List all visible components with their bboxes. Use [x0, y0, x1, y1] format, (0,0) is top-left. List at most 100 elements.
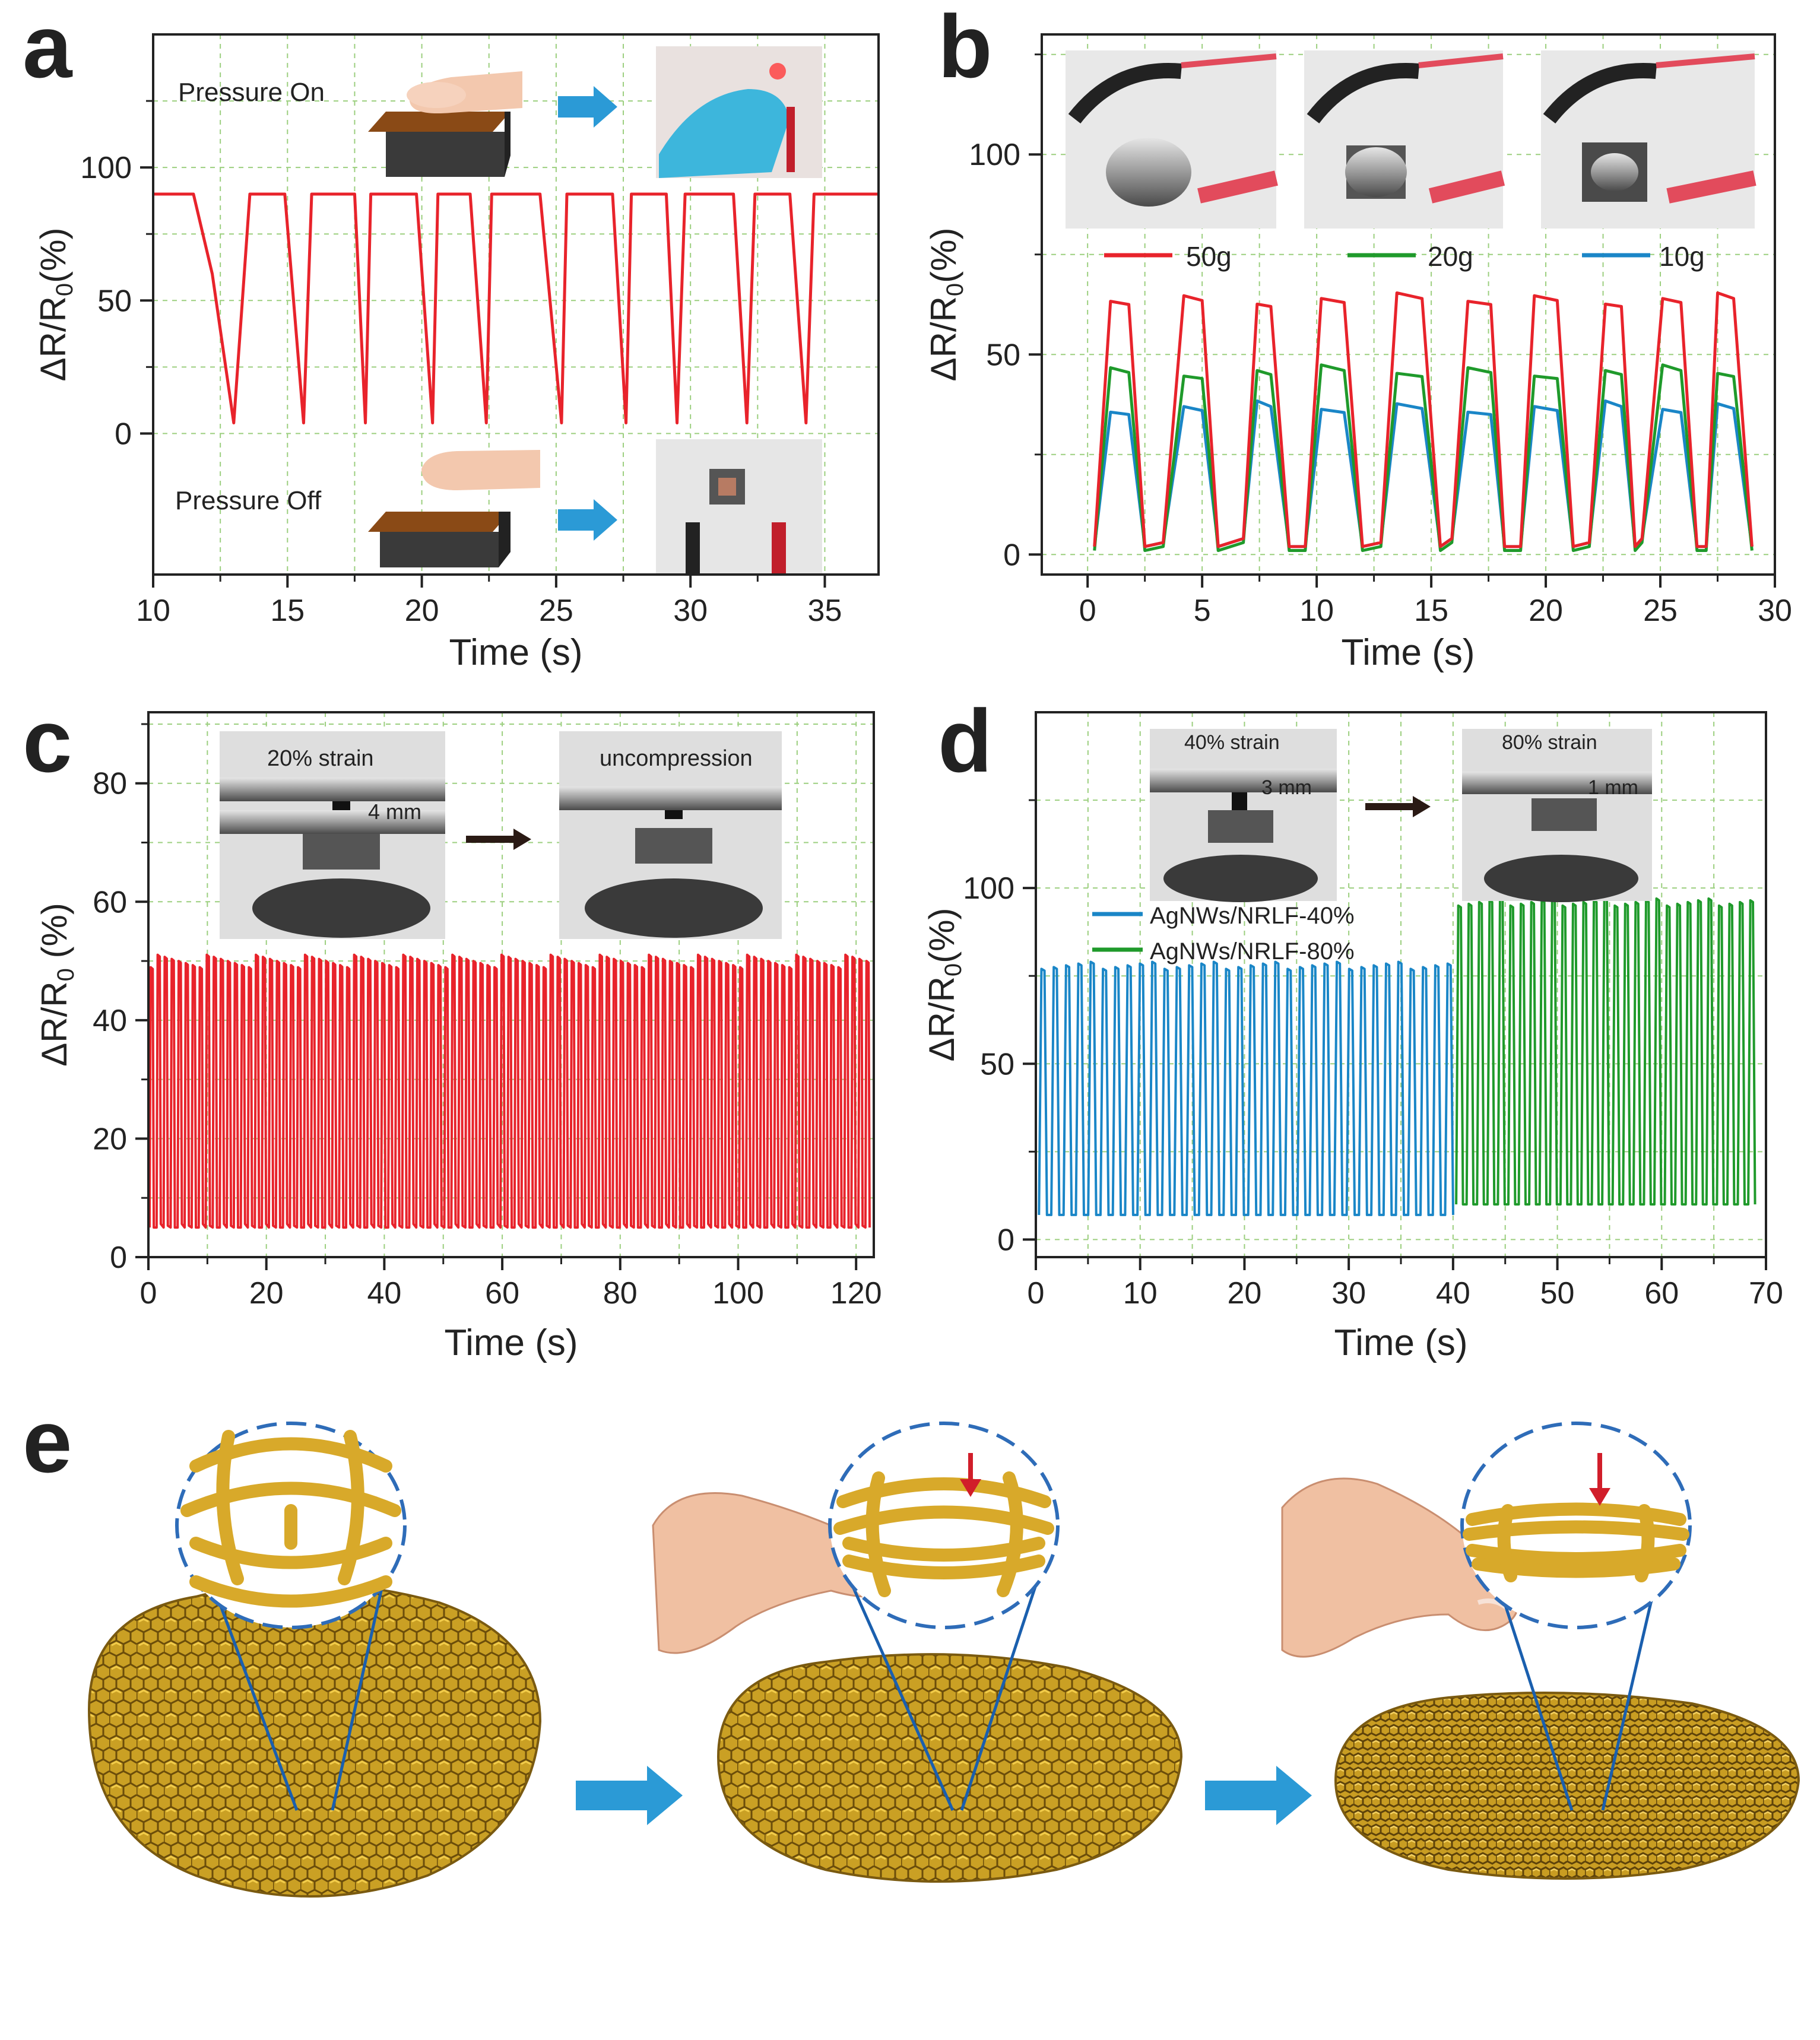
y-tick-label-d: 100 — [963, 871, 1014, 906]
y-tick-label-c: 80 — [93, 767, 127, 801]
x-tick-label-d: 70 — [1749, 1276, 1783, 1311]
series-line-d-0 — [1038, 960, 1454, 1216]
plot-frame-a — [152, 33, 880, 576]
pressure-off-foam-block — [368, 512, 511, 567]
x-tick-label-d: 30 — [1331, 1276, 1366, 1311]
x-tick-label-c: 40 — [367, 1276, 401, 1311]
arrow-icon-a1 — [558, 86, 617, 128]
y-axis-label-d: ΔR/R0(%) — [922, 908, 966, 1062]
x-tick-label-c: 100 — [712, 1276, 764, 1311]
x-tick-label-c: 20 — [249, 1276, 284, 1311]
y-tick-label-c: 20 — [93, 1122, 127, 1156]
x-tick-label-d: 60 — [1644, 1276, 1679, 1311]
x-tick-label-c: 80 — [603, 1276, 638, 1311]
x-axis-label-d: Time (s) — [1334, 1322, 1468, 1363]
schematic-e — [87, 1422, 1800, 1898]
photo-weight-50g — [1066, 50, 1278, 229]
series-line-a — [153, 192, 879, 424]
series-line-b-50g — [1093, 291, 1754, 548]
plot-frame-c — [147, 711, 875, 1258]
arrow-icon-c — [466, 829, 531, 850]
photo-c1-caption: 20% strain — [267, 746, 374, 771]
chart-b: 0 5 10 15 20 25 30 0 50 100 Time (s) ΔR/R0(%) — [924, 33, 1792, 673]
x-tick-label-a: 10 — [136, 594, 170, 628]
legend-d: AgNWs/NRLF-40% AgNWs/NRLF-80% — [1092, 903, 1355, 965]
arrow-icon-e2 — [1205, 1766, 1312, 1825]
legend-b-50g: 50g — [1186, 241, 1232, 272]
pressure-off-label: Pressure Off — [175, 486, 322, 515]
photo-d2-caption: 80% strain — [1502, 731, 1597, 754]
panel-label-d: d — [938, 691, 993, 791]
x-tick-label-c: 0 — [140, 1276, 157, 1311]
x-tick-label-c: 120 — [830, 1276, 882, 1311]
series-line-c — [148, 953, 871, 1229]
x-axis-label-b: Time (s) — [1342, 632, 1475, 673]
x-tick-label-d: 20 — [1228, 1276, 1262, 1311]
x-tick-label-b: 30 — [1758, 594, 1792, 628]
y-tick-label-a: 100 — [80, 151, 132, 185]
x-tick-label-b: 15 — [1414, 594, 1448, 628]
x-tick-label-a: 30 — [673, 594, 708, 628]
series-line-b-20g — [1093, 363, 1754, 553]
legend-d-40: AgNWs/NRLF-40% — [1150, 903, 1355, 929]
x-tick-label-d: 50 — [1540, 1276, 1575, 1311]
x-tick-label-d: 0 — [1028, 1276, 1045, 1311]
legend-d-80: AgNWs/NRLF-80% — [1150, 938, 1355, 965]
panel-label-c: c — [23, 691, 72, 791]
arrow-icon-e1 — [576, 1766, 683, 1825]
panel-label-e: e — [23, 1391, 72, 1491]
pressure-on-label: Pressure On — [178, 78, 325, 107]
y-axis-label-a: ΔR/R0(%) — [33, 228, 78, 382]
x-axis-label-a: Time (s) — [449, 632, 583, 673]
photo-strain-80: 80% strain 1 mm — [1462, 729, 1652, 902]
photo-d1-gap: 3 mm — [1261, 776, 1312, 799]
photo-d1-caption: 40% strain — [1184, 731, 1280, 754]
x-tick-label-d: 10 — [1123, 1276, 1158, 1311]
panel-label-a: a — [23, 0, 73, 96]
chart-a: 10 15 20 25 30 35 0 50 100 Time (s) ΔR/R0(%) Pre… — [33, 33, 880, 673]
x-axis-label-c: Time (s) — [445, 1322, 578, 1363]
zoom-lens-1 — [175, 1422, 407, 1811]
x-tick-label-b: 0 — [1079, 594, 1096, 628]
zoom-lens-3 — [1460, 1422, 1692, 1811]
x-tick-label-d: 40 — [1436, 1276, 1470, 1311]
photo-strain-40: 40% strain 3 mm — [1150, 729, 1337, 902]
chart-c: 0 20 40 60 80 100 120 0 20 40 60 80 Time (s) ΔR/R0 … — [34, 711, 882, 1363]
x-tick-label-b: 25 — [1643, 594, 1678, 628]
y-tick-label-d: 0 — [997, 1223, 1014, 1257]
y-tick-label-a: 50 — [97, 284, 132, 318]
series-line-d-1 — [1455, 897, 1756, 1206]
y-tick-label-b: 100 — [969, 138, 1020, 172]
photo-c2-caption: uncompression — [600, 746, 753, 771]
arrow-icon-a2 — [558, 499, 617, 541]
legend-b-10g: 10g — [1659, 241, 1705, 272]
plot-frame-b — [1041, 33, 1776, 576]
panel-label-b: b — [938, 0, 993, 96]
legend-b-20g: 20g — [1428, 241, 1473, 272]
y-tick-label-b: 0 — [1003, 538, 1020, 572]
x-tick-label-a: 35 — [808, 594, 842, 628]
y-tick-label-c: 40 — [93, 1004, 127, 1038]
x-tick-label-b: 5 — [1194, 594, 1211, 628]
zoom-lens-2 — [828, 1422, 1060, 1811]
finger-press-icon — [407, 82, 466, 108]
legend-b: 50g 20g 10g — [1104, 241, 1705, 272]
y-tick-label-d: 50 — [980, 1047, 1014, 1081]
y-tick-label-c: 0 — [110, 1241, 127, 1275]
photo-d2-gap: 1 mm — [1588, 776, 1638, 799]
x-tick-label-b: 10 — [1299, 594, 1334, 628]
x-tick-label-a: 15 — [270, 594, 305, 628]
photo-compression-20: 20% strain 4 mm — [220, 731, 445, 939]
y-tick-label-a: 0 — [115, 417, 132, 451]
finger-release-icon — [421, 450, 540, 490]
x-tick-label-a: 25 — [539, 594, 573, 628]
photo-weight-20g — [1304, 50, 1505, 229]
photo-c1-gap: 4 mm — [368, 799, 421, 824]
foam-compressed-2 — [1334, 1692, 1800, 1880]
y-tick-label-c: 60 — [93, 885, 127, 919]
photo-weight-10g — [1541, 50, 1756, 229]
x-tick-label-b: 20 — [1529, 594, 1563, 628]
y-tick-label-b: 50 — [986, 338, 1020, 372]
